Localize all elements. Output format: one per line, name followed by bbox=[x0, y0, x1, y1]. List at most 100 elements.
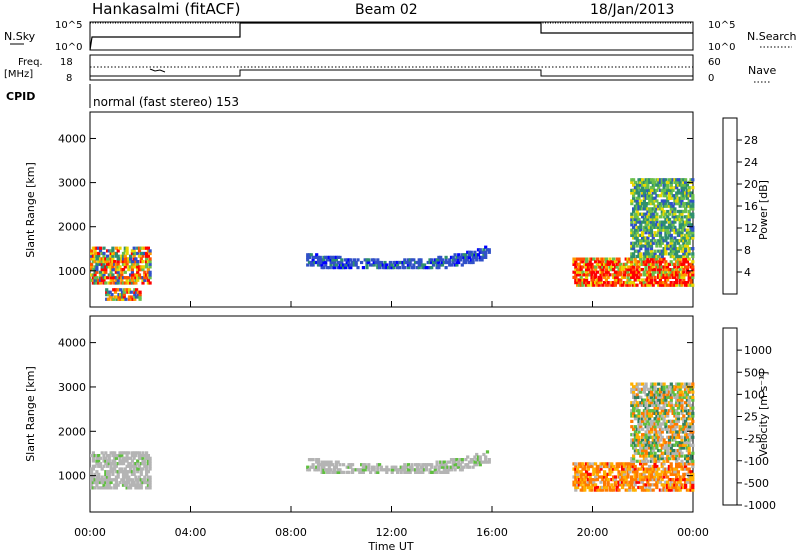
power-cell bbox=[599, 270, 603, 274]
power-cell bbox=[599, 273, 603, 277]
velocity-cell bbox=[673, 470, 677, 474]
power-cell bbox=[687, 220, 691, 224]
power-cell bbox=[132, 251, 136, 256]
velocity-cell bbox=[592, 480, 596, 484]
velocity-cell bbox=[125, 451, 129, 455]
power-cell bbox=[687, 252, 691, 256]
velocity-cell bbox=[315, 465, 319, 469]
power-cell bbox=[307, 253, 312, 257]
velocity-cell bbox=[687, 409, 691, 413]
power-cell bbox=[579, 281, 583, 285]
freq-tick-bottom: 8 bbox=[66, 73, 72, 84]
velocity-cell bbox=[682, 395, 686, 399]
power-cell bbox=[637, 260, 641, 264]
power-cell bbox=[347, 258, 351, 262]
velocity-cell bbox=[604, 472, 608, 476]
velocity-cell bbox=[145, 486, 149, 490]
velocity-cell bbox=[678, 435, 682, 439]
velocity-cell bbox=[597, 470, 601, 474]
power-cell bbox=[615, 273, 619, 277]
power-cell bbox=[676, 228, 680, 232]
velocity-cell bbox=[610, 483, 614, 487]
velocity-cell bbox=[644, 457, 648, 461]
power-cell bbox=[649, 186, 654, 190]
power-cell bbox=[120, 295, 125, 299]
power-cell bbox=[592, 275, 596, 279]
velocity-cell bbox=[658, 425, 663, 429]
power-cell bbox=[482, 250, 486, 254]
power-cell bbox=[133, 295, 137, 299]
power-cell bbox=[680, 202, 684, 206]
power-cell bbox=[105, 293, 109, 297]
velocity-cell bbox=[90, 483, 94, 487]
velocity-cell bbox=[687, 433, 691, 437]
velocity-cell bbox=[132, 456, 136, 460]
velocity-cell bbox=[689, 411, 693, 415]
velocity-cell bbox=[139, 470, 143, 474]
power-cell bbox=[657, 202, 661, 206]
velocity-cell bbox=[649, 435, 654, 439]
power-cell bbox=[626, 283, 630, 287]
power-cell bbox=[666, 180, 670, 184]
velocity-cell bbox=[642, 417, 646, 421]
power-cell bbox=[649, 275, 653, 279]
power-cell bbox=[102, 262, 106, 266]
velocity-cell bbox=[102, 456, 106, 460]
velocity-cell bbox=[644, 449, 648, 453]
velocity-cell bbox=[653, 462, 657, 466]
velocity-cell bbox=[664, 422, 668, 426]
power-cell bbox=[106, 276, 110, 280]
velocity-cell bbox=[632, 390, 636, 394]
velocity-cell bbox=[660, 451, 664, 455]
velocity-cell bbox=[130, 451, 134, 455]
power-cell bbox=[138, 297, 142, 301]
power-cell bbox=[599, 262, 603, 266]
velocity-cell bbox=[676, 457, 680, 461]
velocity-cell bbox=[644, 485, 648, 490]
velocity-cell bbox=[460, 458, 464, 462]
power-cell bbox=[653, 278, 657, 282]
velocity-cell bbox=[646, 425, 650, 429]
power-cell bbox=[424, 266, 428, 270]
velocity-cell bbox=[644, 406, 648, 410]
power-cell bbox=[622, 273, 626, 277]
power-cell bbox=[111, 276, 115, 280]
power-cell bbox=[120, 273, 124, 277]
power-cell bbox=[691, 247, 695, 251]
velocity-cell bbox=[691, 483, 695, 487]
power-cell bbox=[595, 257, 599, 261]
velocity-cell bbox=[642, 483, 646, 487]
velocity-cell bbox=[664, 443, 668, 447]
power-cell bbox=[642, 220, 646, 224]
power-cell bbox=[646, 207, 650, 211]
velocity-cell bbox=[646, 435, 650, 439]
velocity-cell bbox=[137, 478, 142, 482]
velocity-cell bbox=[642, 454, 646, 458]
velocity-cell bbox=[642, 387, 646, 391]
power-cell bbox=[572, 257, 576, 261]
power-cell bbox=[678, 273, 682, 277]
power-cell bbox=[572, 270, 576, 274]
power-cell bbox=[97, 260, 101, 264]
power-cell bbox=[635, 207, 639, 211]
power-cell bbox=[583, 257, 587, 261]
power-cell bbox=[111, 260, 115, 264]
velocity-cell bbox=[666, 480, 670, 484]
power-cell bbox=[417, 258, 421, 262]
power-cell bbox=[612, 273, 616, 277]
power-cell bbox=[148, 265, 152, 269]
velocity-cell bbox=[673, 427, 677, 431]
power-cell bbox=[394, 260, 398, 265]
x-tick-label: 04:00 bbox=[175, 526, 207, 539]
power-cell bbox=[132, 281, 136, 285]
power-cell bbox=[642, 180, 646, 184]
velocity-cell bbox=[648, 403, 652, 407]
power-cell bbox=[129, 281, 133, 285]
power-cell bbox=[682, 191, 686, 195]
velocity-cell bbox=[633, 443, 637, 447]
velocity-cell bbox=[113, 462, 117, 466]
velocity-cell bbox=[678, 425, 682, 429]
power-cell bbox=[134, 251, 138, 256]
power-cell bbox=[111, 251, 115, 256]
